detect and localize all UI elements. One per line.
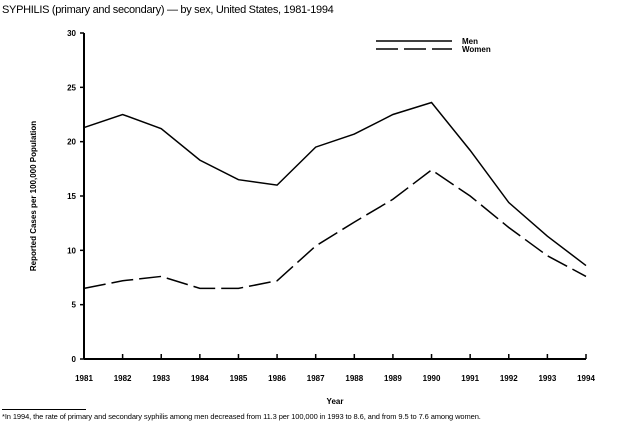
y-tick-label: 5 [72,301,77,310]
legend-label-men: Men [462,37,478,46]
legend-label-women: Women [462,45,491,54]
x-tick-label: 1986 [268,374,286,383]
x-tick-label: 1992 [500,374,518,383]
x-tick-label: 1981 [75,374,93,383]
y-tick-label: 30 [67,29,76,38]
x-tick-label: 1991 [461,374,479,383]
x-tick-label: 1988 [345,374,363,383]
y-tick-label: 15 [67,192,76,201]
y-tick-label: 20 [67,138,76,147]
series-line-men [83,101,587,267]
series-line-women [83,168,587,290]
x-tick-label: 1985 [230,374,248,383]
x-tick-label: 1994 [577,374,595,383]
y-tick-label: 25 [67,83,76,92]
x-tick-label: 1983 [152,374,170,383]
x-tick-label: 1990 [423,374,441,383]
y-axis-label: Reported Cases per 100,000 Population [29,121,38,271]
x-tick-label: 1982 [114,374,132,383]
footnote-rule [2,409,86,410]
x-tick-label: 1989 [384,374,402,383]
chart-title: SYPHILIS (primary and secondary) — by se… [2,4,334,16]
x-axis-label: Year [327,397,344,406]
x-tick-label: 1993 [538,374,556,383]
x-tick-label: 1984 [191,374,209,383]
y-tick-label: 10 [67,246,76,255]
footnote: *In 1994, the rate of primary and second… [2,412,481,421]
x-tick-label: 1987 [307,374,325,383]
y-tick-label: 0 [72,355,77,364]
